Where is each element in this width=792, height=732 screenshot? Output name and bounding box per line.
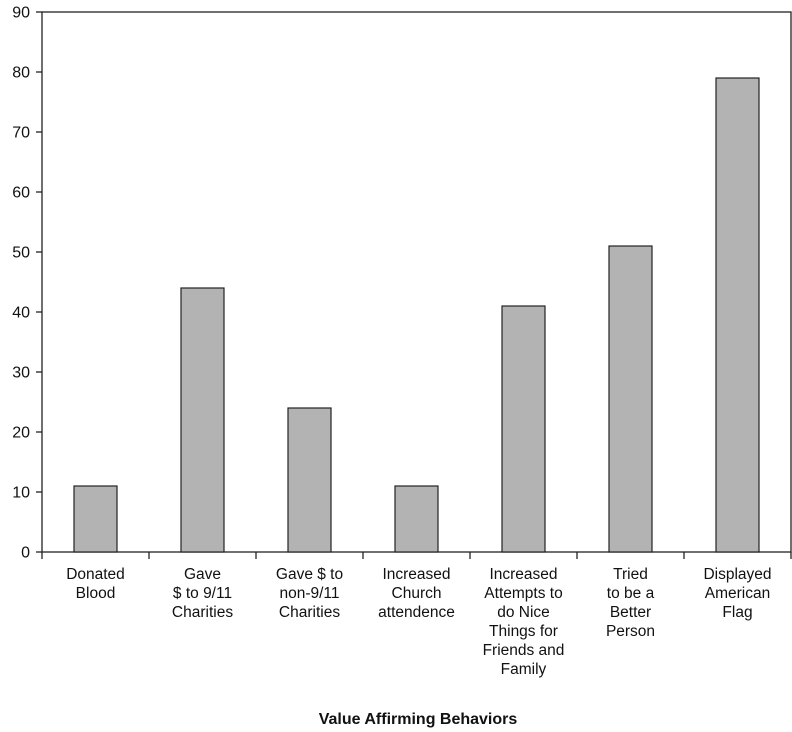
x-axis-label: Value Affirming Behaviors	[319, 711, 518, 728]
bar	[73, 485, 118, 553]
y-tick-label: 90	[12, 5, 30, 22]
y-axis: 0 10 20 30 40 50 60 70 80 90	[12, 5, 792, 562]
y-tick-label: 50	[12, 245, 30, 262]
y-tick-label: 80	[12, 65, 30, 82]
bar	[287, 407, 332, 553]
x-tick-label: Gave $ to 9/11 Charities	[172, 566, 233, 621]
x-tick-label: Gave $ to non-9/11 Charities	[276, 566, 343, 621]
x-tick-label: Increased Church attendence	[378, 566, 455, 621]
bar	[394, 485, 439, 553]
plot-frame	[41, 11, 792, 553]
bar	[715, 77, 760, 553]
y-tick-label: 20	[12, 425, 30, 442]
x-tick-label: Increased Attempts to do Nice Things for Fri…	[483, 566, 565, 678]
x-tick-label: Donated Blood	[66, 566, 125, 602]
x-axis: Donated Blood Gave $ to 9/11 Charities Gave $…	[41, 552, 792, 678]
x-tick-label: Tried to be a Better Person	[606, 566, 655, 640]
y-tick-label: 10	[12, 485, 30, 502]
y-tick-label: 0	[21, 545, 30, 562]
bar	[501, 305, 546, 553]
bar	[608, 245, 653, 553]
y-tick-label: 70	[12, 125, 30, 142]
bar	[180, 287, 225, 553]
y-tick-label: 40	[12, 305, 30, 322]
y-tick-label: 60	[12, 185, 30, 202]
bars	[73, 77, 760, 553]
x-tick-label: Displayed American Flag	[703, 566, 771, 621]
y-tick-label: 30	[12, 365, 30, 382]
